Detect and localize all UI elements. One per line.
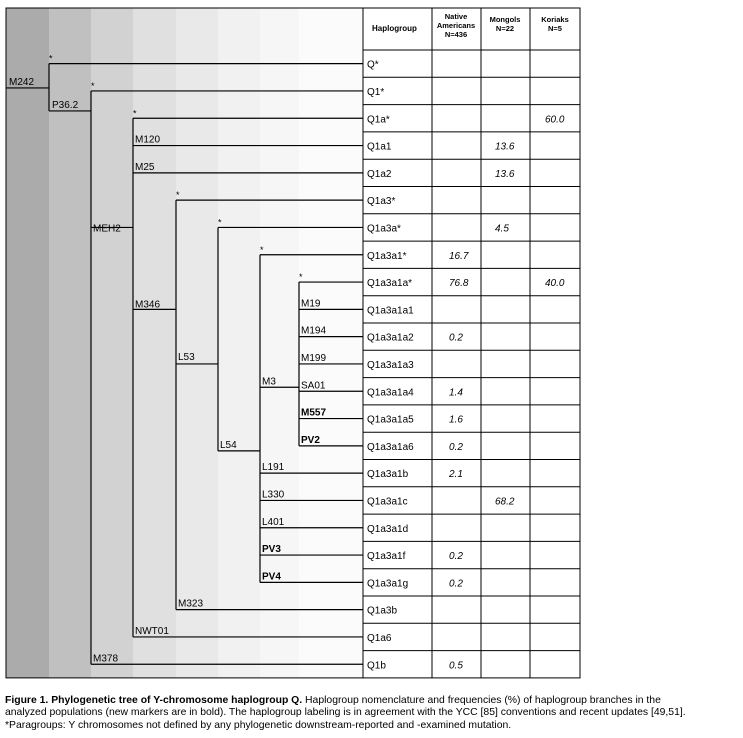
marker-m323: M323 [178,599,203,610]
haplogroup-cell: Q1a2 [367,169,392,180]
native-americans-frequency: 0.5 [449,660,463,671]
haplogroup-cell: Q1a3a1a3 [367,360,414,371]
marker-pv2: PV2 [301,435,320,446]
koriaks-frequency: 60.0 [545,114,565,125]
marker-p362: P36.2 [52,100,79,111]
marker-pv3: PV3 [262,544,281,555]
haplogroup-cell: Q1a3a* [367,223,401,234]
background-band [176,8,218,678]
frequency-table-frame [362,7,581,679]
haplogroup-cell: Q1a3a1a1 [367,305,414,316]
header-koriaks: N=5 [548,24,562,33]
marker-m242: M242 [9,77,34,88]
haplogroup-cell: Q1a3a1a* [367,278,412,289]
header-native-americans: Native [445,12,468,21]
native-americans-frequency: 1.4 [449,387,463,398]
caption-line2: analyzed populations (new markers are in… [5,707,686,719]
marker-m557: M557 [301,408,326,419]
marker-m120: M120 [135,135,160,146]
native-americans-frequency: 0.2 [449,333,463,344]
haplogroup-cell: Q1a3a1* [367,251,407,262]
marker-l191: L191 [262,462,285,473]
caption-line3: *Paragroups: Y chromosomes not defined b… [5,719,512,731]
haplogroup-cell: Q1a3a1a6 [367,442,414,453]
caption-title: Figure 1. Phylogenetic tree of Y-chromos… [5,695,303,706]
background-band [6,8,49,678]
native-americans-frequency: 0.2 [449,578,463,589]
haplogroup-cell: Q1b [367,660,386,671]
marker-l330: L330 [262,489,285,500]
marker-m194: M194 [301,326,326,337]
haplogroup-cell: Q1a6 [367,633,392,644]
marker-l401: L401 [262,517,285,528]
mongols-frequency: 13.6 [495,169,515,180]
native-americans-frequency: 1.6 [449,415,463,426]
header-native-americans: Americans [437,21,475,30]
native-americans-frequency: 2.1 [448,469,463,480]
marker-m346: M346 [135,299,160,310]
haplogroup-cell: Q1a3a1a2 [367,333,414,344]
marker-sa01: SA01 [301,380,326,391]
caption-line1: Haplogroup nomenclature and frequencies … [302,695,661,706]
paragroup-asterisk: * [176,190,180,200]
paragroup-asterisk: * [133,108,137,118]
paragroup-asterisk: * [218,217,222,227]
paragroup-asterisk: * [91,81,95,91]
native-americans-frequency: 0.2 [449,442,463,453]
haplogroup-cell: Q1a3a1a5 [367,415,414,426]
native-americans-frequency: 16.7 [449,251,469,262]
haplogroup-cell: Q1a3a1d [367,524,408,535]
haplogroup-cell: Q1a3a1a4 [367,387,414,398]
native-americans-frequency: 76.8 [449,278,469,289]
native-americans-frequency: 0.2 [449,551,463,562]
haplogroup-cell: Q1a* [367,114,390,125]
paragroup-asterisk: * [260,245,264,255]
mongols-frequency: 4.5 [495,223,509,234]
paragroup-asterisk: * [299,272,303,282]
marker-meh2: MEH2 [93,223,121,234]
marker-l54: L54 [220,440,237,451]
marker-pv4: PV4 [262,571,281,582]
mongols-frequency: 68.2 [495,496,515,507]
marker-l53: L53 [178,352,195,363]
mongols-frequency: 13.6 [495,142,515,153]
haplogroup-cell: Q1a3* [367,196,395,207]
haplogroup-cell: Q1a3a1c [367,496,408,507]
header-koriaks: Koriaks [541,15,569,24]
background-band [49,8,91,678]
background-band [133,8,176,678]
background-band [260,8,299,678]
koriaks-frequency: 40.0 [545,278,565,289]
haplogroup-cell: Q1a1 [367,142,392,153]
haplogroup-cell: Q1a3b [367,606,397,617]
marker-m378: M378 [93,653,118,664]
marker-m3: M3 [262,376,276,387]
haplogroup-cell: Q1a3a1b [367,469,409,480]
paragroup-asterisk: * [49,54,53,64]
background-band [91,8,133,678]
haplogroup-cell: Q* [367,60,379,71]
header-mongols: N=22 [496,24,514,33]
header-haplogroup: Haplogroup [372,24,417,33]
haplogroup-cell: Q1* [367,87,384,98]
marker-nwt01: NWT01 [135,626,169,637]
marker-m199: M199 [301,353,326,364]
haplogroup-cell: Q1a3a1f [367,551,406,562]
haplogroup-cell: Q1a3a1g [367,578,408,589]
background-band [299,8,363,678]
header-mongols: Mongols [490,15,521,24]
header-native-americans: N=436 [445,30,467,39]
figure-caption: Figure 1. Phylogenetic tree of Y-chromos… [5,695,740,732]
background-band [218,8,260,678]
marker-m19: M19 [301,298,321,309]
marker-m25: M25 [135,162,155,173]
